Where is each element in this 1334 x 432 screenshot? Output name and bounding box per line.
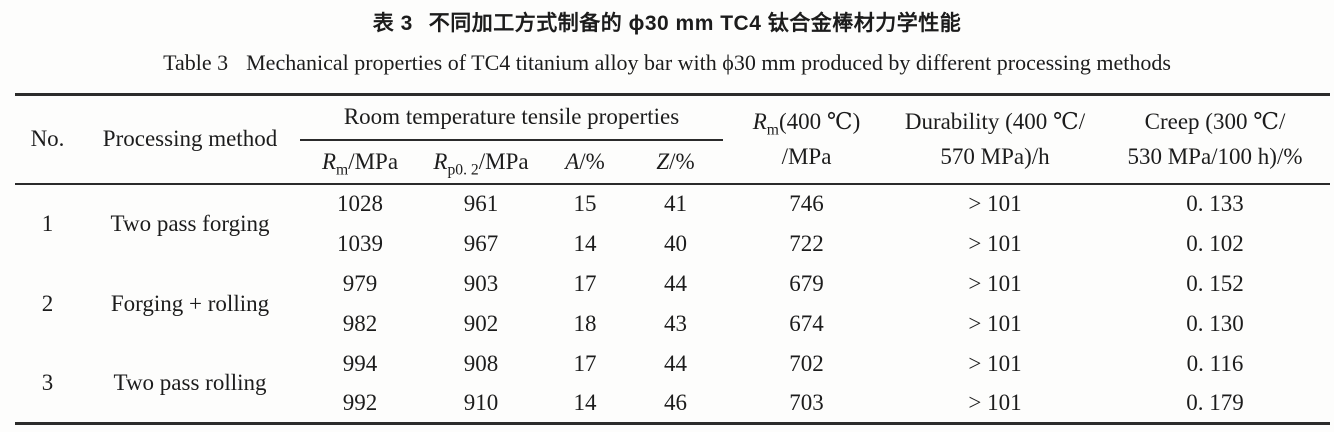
cell-rm400: 703: [789, 389, 824, 415]
table-title-zh-text: 不同加工方式制备的 ϕ30 mm TC4 钛合金棒材力学性能: [428, 12, 962, 35]
cell-rm: 1039: [337, 230, 383, 256]
cell-rp02: 910: [463, 389, 499, 415]
cell-durability: > 101: [968, 270, 1022, 296]
table-title-en: Table 3 Mechanical properties of TC4 tita…: [0, 50, 1334, 76]
row-processing-method: Two pass rolling: [113, 369, 267, 395]
cell-rm400: 722: [789, 230, 824, 256]
cell-a: 15: [573, 191, 597, 216]
table-row: 2 Forging + rolling 979 903 17 44 679 > …: [15, 264, 1330, 316]
cell-durability: > 101: [968, 350, 1022, 376]
durability-line2: 570 MPa)/h: [940, 144, 1050, 170]
cell-z: 40: [664, 230, 687, 256]
row-processing-method: Two pass forging: [110, 211, 270, 236]
col-header-rm-400: Rm(400 ℃) /MPa: [723, 94, 890, 185]
col-group-room-temperature: Room temperature tensile properties: [300, 94, 723, 141]
cell-rm: 1028: [337, 191, 383, 216]
table-number-zh: 表 3: [372, 12, 413, 35]
cell-creep: 0. 102: [1186, 230, 1244, 256]
rm-symbol: R: [752, 108, 767, 134]
cell-a: 17: [573, 270, 597, 296]
row-processing-method: Forging + rolling: [110, 290, 270, 316]
rp-subscript: p0. 2: [447, 161, 479, 179]
header-row-top: No. Processing method Room temperature t…: [15, 94, 1330, 185]
row-no: 2: [41, 290, 54, 316]
cell-rp02: 908: [463, 350, 499, 376]
col-header-durability: Durability (400 ℃/ 570 MPa)/h: [890, 94, 1100, 185]
header-row-sub: Rm/MPa Rp0. 2/MPa A/% Z/%: [15, 139, 1330, 185]
table-captions: 表 3 不同加工方式制备的 ϕ30 mm TC4 钛合金棒材力学性能 Table …: [0, 0, 1334, 76]
col-header-a: A/%: [542, 139, 628, 185]
z-symbol: Z: [656, 148, 670, 174]
cell-rm400: 679: [789, 270, 824, 296]
cell-creep: 0. 130: [1186, 310, 1244, 336]
cell-rm: 979: [342, 270, 378, 296]
creep-line2: 530 MPa/100 h)/%: [1127, 144, 1303, 170]
col-header-processing-method: Processing method: [80, 94, 300, 185]
col-header-rm: Rm/MPa: [300, 139, 420, 185]
col-header-rm-400-line2: /MPa: [781, 144, 832, 170]
cell-rm: 992: [342, 389, 378, 415]
cell-z: 46: [664, 389, 687, 415]
cell-rm400: 674: [789, 310, 824, 336]
table-row: 992 910 14 46 703 > 101 0. 179: [15, 384, 1330, 424]
rm-unit: /MPa: [348, 148, 399, 174]
row-no: 1: [41, 211, 54, 236]
properties-table: No. Processing method Room temperature t…: [15, 93, 1330, 425]
cell-a: 14: [573, 389, 597, 415]
cell-rm400: 702: [789, 350, 824, 376]
cell-durability: > 101: [968, 230, 1022, 256]
properties-table-container: No. Processing method Room temperature t…: [15, 93, 1330, 425]
cell-rm400: 746: [789, 191, 824, 216]
cell-a: 17: [573, 350, 597, 376]
cell-rm: 982: [342, 310, 378, 336]
cell-z: 44: [664, 350, 687, 376]
table-row: 3 Two pass rolling 994 908 17 44 702 > 1…: [15, 344, 1330, 395]
cell-creep: 0. 133: [1186, 191, 1244, 216]
table-row: 1 Two pass forging 1028 961 15 41 746 > …: [15, 184, 1330, 236]
rp-unit: /MPa: [478, 148, 529, 174]
rm-symbol: R: [321, 148, 337, 174]
table-header: No. Processing method Room temperature t…: [15, 94, 1330, 185]
cell-creep: 0. 152: [1186, 270, 1244, 296]
cell-rp02: 961: [463, 191, 499, 216]
creep-line1: Creep (300 ℃/: [1144, 108, 1286, 134]
rm-subscript: m: [766, 121, 779, 139]
cell-a: 14: [573, 230, 597, 256]
table-body: 1 Two pass forging 1028 961 15 41 746 > …: [15, 184, 1330, 424]
col-header-rm-400-line1: Rm(400 ℃): [723, 104, 890, 140]
cell-z: 43: [664, 310, 687, 336]
cell-rp02: 967: [463, 230, 499, 256]
cell-rp02: 903: [463, 270, 499, 296]
col-header-no: No.: [15, 94, 80, 185]
col-header-creep: Creep (300 ℃/ 530 MPa/100 h)/%: [1100, 94, 1330, 185]
a-symbol: A: [565, 148, 580, 174]
col-header-z: Z/%: [628, 139, 723, 185]
durability-line1: Durability (400 ℃/: [904, 108, 1086, 134]
cell-durability: > 101: [968, 191, 1022, 216]
table-number-en: Table 3: [163, 50, 229, 75]
cell-durability: > 101: [968, 310, 1022, 336]
a-unit: /%: [579, 148, 605, 174]
cell-creep: 0. 116: [1186, 350, 1244, 376]
rm-400-condition: (400 ℃): [778, 108, 861, 134]
table-row: 982 902 18 43 674 > 101 0. 130: [15, 304, 1330, 344]
table-row: 1039 967 14 40 722 > 101 0. 102: [15, 224, 1330, 264]
cell-rp02: 902: [463, 310, 499, 336]
table-title-en-text: Mechanical properties of TC4 titanium al…: [246, 50, 1171, 75]
cell-a: 18: [573, 310, 597, 336]
col-header-rp02: Rp0. 2/MPa: [420, 139, 542, 185]
rp-symbol: R: [433, 148, 448, 174]
cell-creep: 0. 179: [1186, 389, 1244, 415]
rm-subscript: m: [336, 161, 349, 179]
cell-durability: > 101: [968, 389, 1022, 415]
row-no: 3: [41, 369, 54, 395]
cell-z: 44: [664, 270, 687, 296]
table-title-zh: 表 3 不同加工方式制备的 ϕ30 mm TC4 钛合金棒材力学性能: [0, 0, 1334, 37]
cell-z: 41: [664, 191, 687, 216]
cell-rm: 994: [342, 350, 378, 376]
z-unit: /%: [669, 148, 695, 174]
